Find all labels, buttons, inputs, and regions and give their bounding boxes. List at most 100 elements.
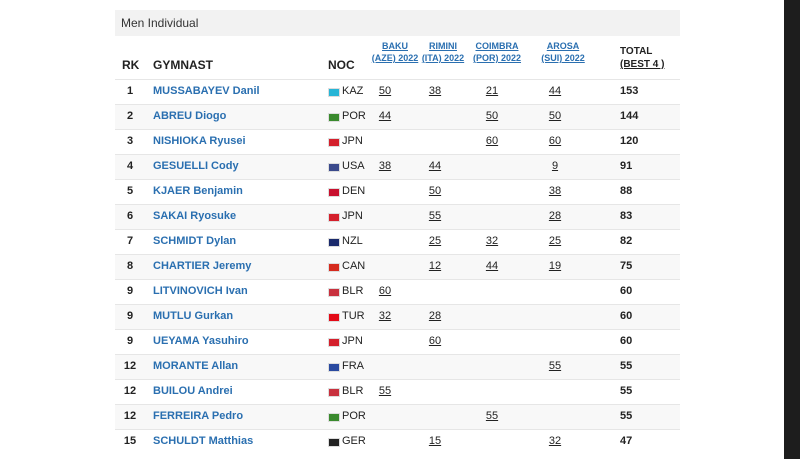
gymnast-name[interactable]: MUSSABAYEV Danil <box>153 85 260 97</box>
score[interactable]: 55 <box>428 210 442 222</box>
rank-header: RK <box>122 58 140 72</box>
noc: CAN <box>342 260 366 272</box>
flag <box>328 288 340 297</box>
event-sub[interactable]: (POR) 2022 <box>472 53 522 63</box>
total: 47 <box>620 435 633 447</box>
flag <box>328 413 340 422</box>
total: 144 <box>620 110 639 122</box>
score[interactable]: 12 <box>428 260 442 272</box>
score[interactable]: 60 <box>428 335 442 347</box>
score[interactable]: 50 <box>378 85 392 97</box>
rank: 12 <box>123 360 137 372</box>
flag <box>328 163 340 172</box>
gymnast-name[interactable]: SCHULDT Matthias <box>153 435 254 447</box>
noc: BLR <box>342 385 364 397</box>
score[interactable]: 50 <box>428 185 442 197</box>
score[interactable]: 50 <box>548 110 562 122</box>
score[interactable]: 19 <box>548 260 562 272</box>
section-title: Men Individual <box>121 16 199 30</box>
score[interactable]: 32 <box>378 310 392 322</box>
noc: POR <box>342 110 366 122</box>
flag <box>328 338 340 347</box>
total: 88 <box>620 185 633 197</box>
noc: JPN <box>342 335 363 347</box>
gymnast-name[interactable]: SAKAI Ryosuke <box>153 210 237 222</box>
gymnast-name[interactable]: MUTLU Gurkan <box>153 310 234 322</box>
event-header[interactable]: AROSA (SUI) 2022 <box>533 40 593 64</box>
gymnast-name[interactable]: UEYAMA Yasuhiro <box>153 335 249 347</box>
total: 60 <box>620 285 633 297</box>
score[interactable]: 60 <box>548 135 562 147</box>
gymnast-name[interactable]: KJAER Benjamin <box>153 185 243 197</box>
event-sub[interactable]: (ITA) 2022 <box>421 53 465 63</box>
noc: TUR <box>342 310 365 322</box>
rank: 9 <box>126 310 134 322</box>
rank: 9 <box>126 335 134 347</box>
score[interactable]: 28 <box>428 310 442 322</box>
score[interactable]: 15 <box>428 435 442 447</box>
flag <box>328 213 340 222</box>
score[interactable]: 25 <box>428 235 442 247</box>
score[interactable]: 32 <box>485 235 499 247</box>
event-name[interactable]: AROSA <box>546 41 580 51</box>
score[interactable]: 25 <box>548 235 562 247</box>
total: 55 <box>620 385 633 397</box>
score[interactable]: 44 <box>548 85 562 97</box>
score[interactable]: 28 <box>548 210 562 222</box>
table-row <box>115 354 680 379</box>
event-name[interactable]: BAKU <box>382 41 408 51</box>
total-header: TOTAL <box>620 46 653 57</box>
score[interactable]: 44 <box>378 110 392 122</box>
score[interactable]: 60 <box>378 285 392 297</box>
noc: POR <box>342 410 366 422</box>
table-row <box>115 104 680 129</box>
gymnast-name[interactable]: SCHMIDT Dylan <box>153 235 237 247</box>
gymnast-name[interactable]: MORANTE Allan <box>153 360 239 372</box>
score[interactable]: 55 <box>485 410 499 422</box>
noc: DEN <box>342 185 366 197</box>
score[interactable]: 32 <box>548 435 562 447</box>
flag <box>328 138 340 147</box>
table-row <box>115 379 680 404</box>
event-name[interactable]: COIMBRA <box>475 41 519 51</box>
gymnast-name[interactable]: BUILOU Andrei <box>153 385 233 397</box>
score[interactable]: 55 <box>548 360 562 372</box>
score[interactable]: 50 <box>485 110 499 122</box>
score[interactable]: 9 <box>551 160 559 172</box>
score[interactable]: 55 <box>378 385 392 397</box>
score[interactable]: 38 <box>548 185 562 197</box>
total-sub-header[interactable]: (BEST 4 ) <box>620 59 665 70</box>
table-row <box>115 229 680 254</box>
section-bar <box>115 10 680 36</box>
flag <box>328 313 340 322</box>
event-header[interactable]: COIMBRA (POR) 2022 <box>467 40 527 64</box>
table-row <box>115 129 680 154</box>
event-header[interactable]: BAKU (AZE) 2022 <box>365 40 425 64</box>
score[interactable]: 44 <box>428 160 442 172</box>
event-sub[interactable]: (AZE) 2022 <box>371 53 419 63</box>
total: 55 <box>620 360 633 372</box>
event-name[interactable]: RIMINI <box>429 41 457 51</box>
rank: 2 <box>126 110 134 122</box>
gymnast-name[interactable]: CHARTIER Jeremy <box>153 260 252 272</box>
score[interactable]: 60 <box>485 135 499 147</box>
gymnast-header: GYMNAST <box>153 58 213 72</box>
gymnast-name[interactable]: FERREIRA Pedro <box>153 410 244 422</box>
total: 60 <box>620 310 633 322</box>
score[interactable]: 38 <box>378 160 392 172</box>
flag <box>328 188 340 197</box>
gymnast-name[interactable]: GESUELLI Cody <box>153 160 239 172</box>
event-header[interactable]: RIMINI (ITA) 2022 <box>413 40 473 64</box>
event-sub[interactable]: (SUI) 2022 <box>541 53 585 63</box>
gymnast-name[interactable]: LITVINOVICH Ivan <box>153 285 248 297</box>
score[interactable]: 38 <box>428 85 442 97</box>
table-row <box>115 429 680 454</box>
gymnast-name[interactable]: ABREU Diogo <box>153 110 227 122</box>
rank: 12 <box>123 410 137 422</box>
score[interactable]: 44 <box>485 260 499 272</box>
table-row <box>115 254 680 279</box>
gymnast-name[interactable]: NISHIOKA Ryusei <box>153 135 246 147</box>
total: 75 <box>620 260 633 272</box>
noc: NZL <box>342 235 363 247</box>
score[interactable]: 21 <box>485 85 499 97</box>
